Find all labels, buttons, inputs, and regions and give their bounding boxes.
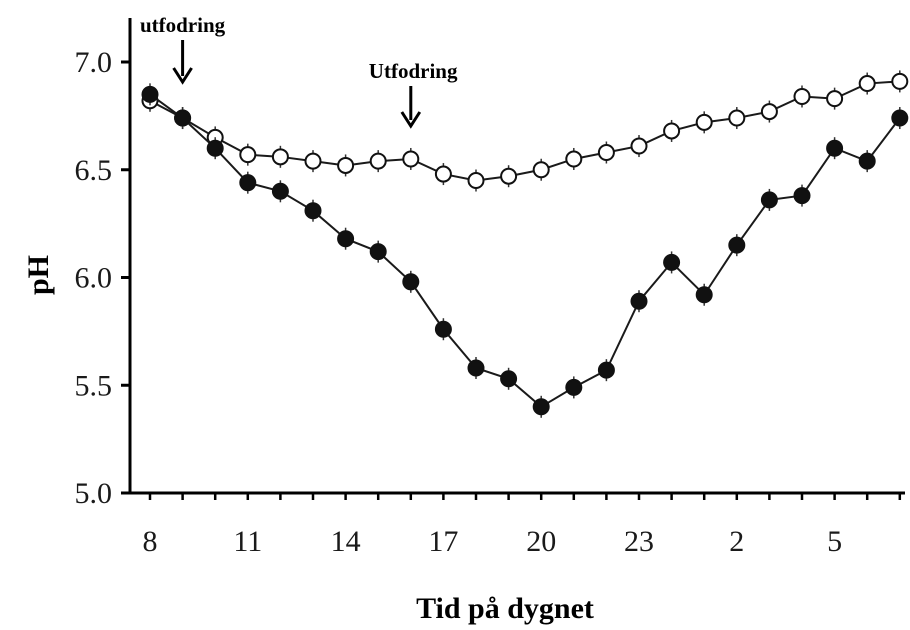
data-point-filled	[206, 139, 224, 157]
data-point-open	[304, 152, 322, 170]
data-point-filled	[663, 253, 681, 271]
y-tick-label: 6.5	[75, 154, 113, 187]
data-point-open	[500, 167, 518, 185]
x-axis-title: Tid på dygnet	[416, 592, 594, 625]
data-point-filled	[402, 273, 420, 291]
data-point-filled	[434, 320, 452, 338]
data-point-filled	[858, 152, 876, 170]
x-tick-label: 23	[624, 525, 654, 558]
y-axis-title: pH	[22, 255, 55, 295]
annotation-arrow-head	[172, 67, 193, 85]
data-point-open	[760, 103, 778, 121]
data-point-filled	[597, 361, 615, 379]
data-point-open	[793, 87, 811, 105]
data-point-filled	[630, 292, 648, 310]
series-line-0	[149, 80, 900, 182]
data-point-open	[239, 146, 257, 164]
data-point-open	[630, 137, 648, 155]
data-point-filled	[500, 370, 518, 388]
data-point-open	[826, 90, 844, 108]
data-point-open	[434, 165, 452, 183]
data-point-filled	[141, 85, 159, 103]
axes	[128, 18, 905, 495]
data-point-open	[369, 152, 387, 170]
data-point-filled	[304, 202, 322, 220]
annotation-label: utfodring	[140, 13, 226, 37]
annotation-arrow-head	[400, 111, 422, 129]
data-point-filled	[239, 174, 257, 192]
data-point-open	[402, 150, 420, 168]
x-tick-label: 5	[827, 525, 842, 558]
series-line-1	[149, 93, 901, 409]
data-point-open	[858, 75, 876, 93]
data-point-filled	[174, 109, 192, 127]
y-tick-label: 7.0	[75, 46, 113, 79]
y-tick-label: 6.0	[75, 262, 113, 295]
annotations: utfodring Utfodring	[140, 13, 458, 129]
data-point-open	[597, 144, 615, 162]
x-tick-label: 20	[526, 525, 556, 558]
x-tick-label: 11	[233, 525, 262, 558]
x-tick-label: 17	[428, 525, 458, 558]
annotation-label: Utfodring	[369, 59, 458, 83]
data-point-open	[695, 113, 713, 131]
data-point-open	[467, 172, 485, 190]
data-point-filled	[793, 187, 811, 205]
data-point-filled	[369, 243, 387, 261]
data-point-filled	[826, 139, 844, 157]
data-point-filled	[337, 230, 355, 248]
x-axis-ticks: 8 11 14 17 20 23 2 5	[143, 493, 902, 558]
data-point-filled	[891, 109, 909, 127]
y-tick-label: 5.0	[75, 477, 113, 510]
data-point-open	[532, 161, 550, 179]
data-point-open	[271, 148, 289, 166]
data-point-open	[891, 72, 909, 90]
x-tick-label: 8	[143, 525, 158, 558]
series-layer	[141, 70, 909, 418]
data-point-open	[728, 109, 746, 127]
y-tick-label: 5.5	[75, 369, 113, 402]
data-point-filled	[467, 359, 485, 377]
data-point-filled	[271, 182, 289, 200]
x-tick-label: 14	[331, 525, 361, 558]
data-point-open	[663, 122, 681, 140]
data-point-filled	[532, 398, 550, 416]
y-axis-ticks: 5.0 5.5 6.0 6.5 7.0	[75, 46, 130, 510]
data-point-filled	[728, 236, 746, 254]
data-point-open	[565, 150, 583, 168]
data-point-filled	[695, 286, 713, 304]
x-tick-label: 2	[729, 525, 744, 558]
data-point-open	[337, 156, 355, 174]
data-point-filled	[565, 378, 583, 396]
data-point-filled	[760, 191, 778, 209]
